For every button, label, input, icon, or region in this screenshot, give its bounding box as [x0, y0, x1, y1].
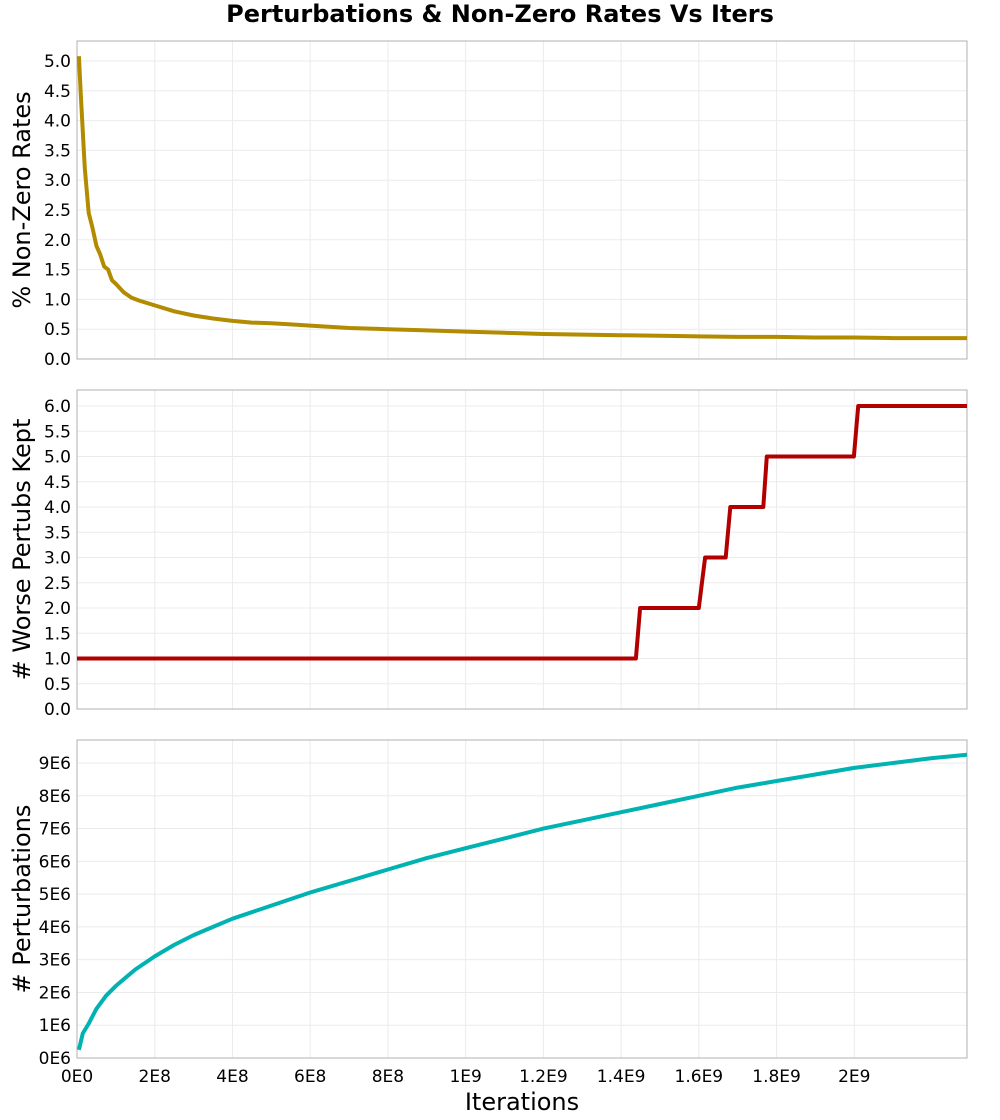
- series-line: [76, 752, 968, 1051]
- x-axis-label: Iterations: [465, 1088, 579, 1116]
- y-tick-label: 0.5: [44, 320, 71, 340]
- y-tick-label: 1.0: [44, 650, 71, 670]
- y-tick-label: 2.0: [44, 599, 71, 619]
- y-tick-label: 5.0: [44, 52, 71, 72]
- y-tick-label: 8E6: [39, 787, 71, 807]
- y-tick-label: 5.0: [44, 448, 71, 468]
- y-tick-label: 2.5: [44, 574, 71, 594]
- y-tick-label: 0.5: [44, 675, 71, 695]
- y-tick-label: 1.0: [44, 290, 71, 310]
- y-tick-label: 3.0: [44, 549, 71, 569]
- panel-worse-pertubs-kept: 0.0 0.5 1.0 1.5 2.0 2.5 3.0 3.5 4.0 4.5 5.0 5.5 6.0 #…: [8, 389, 968, 720]
- y-tick-label: 1E6: [39, 1016, 71, 1036]
- y-tick-label: 5.5: [44, 422, 71, 442]
- y-axis-label: % Non-Zero Rates: [8, 91, 36, 308]
- x-tick-label: 1.2E9: [519, 1067, 568, 1087]
- y-tick-label: 0.0: [44, 350, 71, 370]
- x-tick-label: 1.4E9: [597, 1067, 646, 1087]
- y-tick-label: 1.5: [44, 261, 71, 281]
- panel-nonzero-rates: 0.0 0.5 1.0 1.5 2.0 2.5 3.0 3.5 4.0 4.5 5.0 % Non-Z…: [8, 40, 968, 370]
- x-tick-label: 0E0: [61, 1067, 93, 1087]
- x-tick-label: 4E8: [216, 1067, 248, 1087]
- y-tick-label: 2.5: [44, 201, 71, 221]
- y-tick-label: 4E6: [39, 918, 71, 938]
- y-tick-label: 1.5: [44, 624, 71, 644]
- plot-frame: [76, 40, 968, 360]
- y-axis-label: # Worse Pertubs Kept: [8, 419, 36, 681]
- x-tick-label: 2E9: [838, 1067, 870, 1087]
- x-tick-label: 1.8E9: [752, 1067, 801, 1087]
- y-tick-label: 7E6: [39, 820, 71, 840]
- y-tick-label: 2E6: [39, 983, 71, 1003]
- x-tick-label: 8E8: [372, 1067, 404, 1087]
- series-line: [77, 404, 967, 661]
- y-tick-label: 4.0: [44, 498, 71, 518]
- y-tick-label: 9E6: [39, 754, 71, 774]
- y-tick-label: 6E6: [39, 852, 71, 872]
- y-tick-label: 3E6: [39, 951, 71, 971]
- plot-frame: [76, 739, 968, 1059]
- x-tick-label: 6E8: [294, 1067, 326, 1087]
- y-tick-label: 5E6: [39, 885, 71, 905]
- plot-frame: [76, 389, 968, 710]
- y-tick-label: 6.0: [44, 397, 71, 417]
- y-tick-label: 0E6: [39, 1049, 71, 1069]
- panel-perturbations: 0E6 1E6 2E6 3E6 4E6 5E6 6E6 7E6 8E6 9E6 # Perturba…: [8, 739, 968, 1087]
- y-axis-label: # Perturbations: [8, 805, 36, 994]
- x-tick-label: 1.6E9: [675, 1067, 724, 1087]
- y-tick-label: 0.0: [44, 700, 71, 720]
- series-line: [76, 56, 967, 341]
- figure-title: Perturbations & Non-Zero Rates Vs Iters: [226, 0, 774, 28]
- y-tick-label: 4.5: [44, 473, 71, 493]
- y-tick-label: 3.5: [44, 523, 71, 543]
- y-tick-label: 3.5: [44, 141, 71, 161]
- y-tick-label: 3.0: [44, 171, 71, 191]
- y-tick-label: 4.0: [44, 112, 71, 132]
- x-tick-label: 2E8: [139, 1067, 171, 1087]
- x-tick-label: 1E9: [449, 1067, 481, 1087]
- y-tick-label: 4.5: [44, 82, 71, 102]
- y-tick-label: 2.0: [44, 231, 71, 251]
